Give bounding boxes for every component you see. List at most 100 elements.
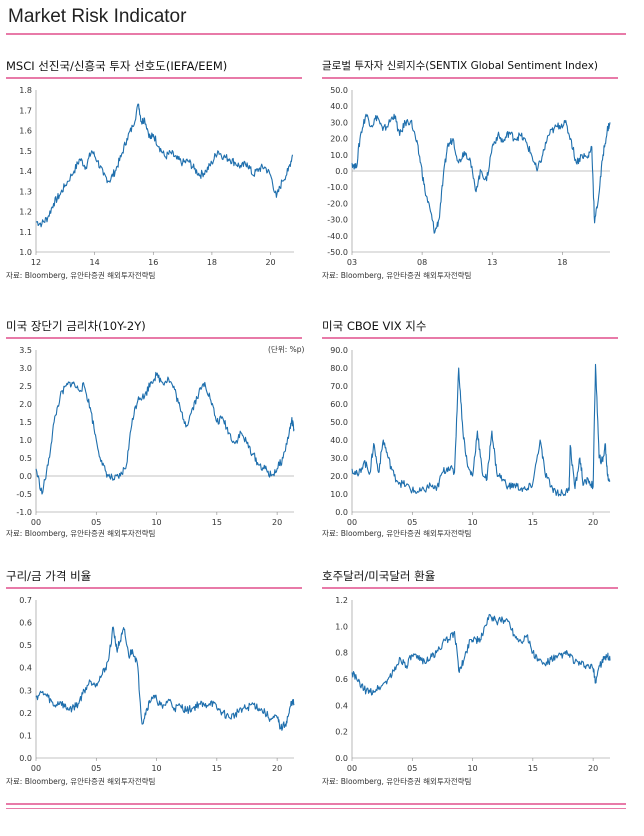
source-note: 자료: Bloomberg, 유안타증권 해외투자전략팀 — [322, 271, 472, 280]
x-tick-label: 15 — [212, 764, 222, 773]
x-tick-label: 20 — [272, 518, 282, 527]
chart-title-rule — [6, 587, 302, 589]
y-tick-label: 1.4 — [19, 167, 32, 176]
x-tick-label: 15 — [212, 518, 222, 527]
series-line — [351, 613, 611, 696]
x-tick-label: 00 — [347, 518, 357, 527]
x-tick-label: 10 — [467, 764, 477, 773]
x-tick-label: 05 — [91, 518, 101, 527]
y-tick-label: 0.3 — [19, 686, 32, 695]
y-tick-label: 1.6 — [19, 127, 32, 136]
y-tick-label: 0.1 — [19, 731, 32, 740]
y-tick-label: 1.8 — [19, 86, 32, 95]
y-tick-label: 0.8 — [335, 649, 348, 658]
chart-title-rule — [6, 337, 302, 339]
y-tick-label: 0.2 — [19, 709, 32, 718]
x-tick-label: 03 — [347, 258, 357, 267]
y-tick-label: 0.6 — [19, 619, 32, 628]
y-tick-label: 1.2 — [19, 208, 32, 217]
chart-copper-gold: 0.7 0.6 0.5 0.4 0.3 0.2 0.1 0.000 05 10 15 20 — [19, 596, 295, 773]
bottom-rule-2 — [6, 808, 626, 809]
y-tick-label: 0.4 — [19, 664, 32, 673]
x-tick-label: 00 — [31, 764, 41, 773]
page-title: Market Risk Indicator — [8, 6, 187, 27]
y-tick-label: -10.0 — [327, 183, 348, 192]
y-tick-label: 0.7 — [19, 596, 32, 605]
x-tick-label: 00 — [31, 518, 41, 527]
y-tick-label: -1.0 — [16, 508, 32, 517]
chart-title-rule — [322, 337, 618, 339]
y-tick-label: 50.0 — [330, 418, 348, 427]
chart-audusd: 1.2 1.0 0.8 0.6 0.4 0.2 0.000 05 10 15 20 — [335, 596, 611, 773]
x-tick-label: 05 — [407, 764, 417, 773]
y-tick-label: 2.0 — [19, 400, 32, 409]
chart-title: 글로벌 투자자 신뢰지수(SENTIX Global Sentiment Ind… — [322, 60, 599, 72]
y-tick-label: 0.0 — [335, 754, 348, 763]
y-tick-label: 1.7 — [19, 106, 32, 115]
y-tick-label: 40.0 — [330, 102, 348, 111]
x-tick-label: 12 — [31, 258, 41, 267]
y-tick-label: 1.3 — [19, 187, 32, 196]
x-tick-label: 15 — [528, 518, 538, 527]
y-tick-label: 30.0 — [330, 118, 348, 127]
y-tick-label: 80.0 — [330, 364, 348, 373]
chart-panel-msci: MSCI 선진국/신흥국 투자 선호도(IEFA/EEM) 1.8 1.7 1.6 1… — [6, 58, 306, 308]
y-tick-label: -20.0 — [327, 199, 348, 208]
y-tick-label: 3.5 — [19, 346, 32, 355]
y-tick-label: 50.0 — [330, 86, 348, 95]
x-tick-label: 18 — [557, 258, 567, 267]
x-tick-label: 15 — [528, 764, 538, 773]
y-tick-label: 3.0 — [19, 364, 32, 373]
x-tick-label: 00 — [347, 764, 357, 773]
y-tick-label: 0.0 — [19, 472, 32, 481]
y-tick-label: 40.0 — [330, 436, 348, 445]
chart-sentix: 50.0 40.0 30.0 20.0 10.0 0.0 -10.0 -20.0 -30.0 -4… — [327, 86, 611, 267]
chart-title: 미국 CBOE VIX 지수 — [322, 319, 427, 333]
x-tick-label: 13 — [487, 258, 497, 267]
chart-title-rule — [322, 77, 618, 79]
y-tick-label: 20.0 — [330, 135, 348, 144]
source-note: 자료: Bloomberg, 유안타증권 해외투자전략팀 — [6, 529, 156, 538]
series-line — [35, 626, 295, 731]
series-line — [35, 103, 294, 228]
chart-title: 호주달러/미국달러 환율 — [322, 569, 436, 583]
y-tick-label: 0.5 — [19, 641, 32, 650]
y-tick-label: -0.5 — [16, 490, 32, 499]
y-tick-label: 0.4 — [335, 701, 348, 710]
y-tick-label: 20.0 — [330, 472, 348, 481]
chart-title-rule — [6, 77, 302, 79]
y-tick-label: 30.0 — [330, 454, 348, 463]
chart-title-rule — [322, 587, 618, 589]
x-tick-label: 08 — [417, 258, 427, 267]
chart-title: MSCI 선진국/신흥국 투자 선호도(IEFA/EEM) — [6, 59, 228, 73]
title-rule — [6, 33, 626, 35]
y-tick-label: 1.0 — [335, 622, 348, 631]
chart-panel-vix: 미국 CBOE VIX 지수 90.0 80.0 70.0 60.0 50.0 40.0 3… — [322, 318, 622, 568]
y-tick-label: 60.0 — [330, 400, 348, 409]
x-tick-label: 10 — [151, 764, 161, 773]
source-note: 자료: Bloomberg, 유안타증권 해외투자전략팀 — [6, 271, 156, 280]
x-tick-label: 14 — [90, 258, 100, 267]
y-tick-label: 0.0 — [335, 508, 348, 517]
unit-label: (단위: %p) — [268, 345, 305, 354]
series-line — [351, 113, 611, 234]
chart-title: 구리/금 가격 비율 — [6, 569, 92, 583]
x-tick-label: 20 — [588, 518, 598, 527]
chart-vix: 90.080.070.060.050.040.030.020.010.00.00… — [330, 346, 611, 527]
source-note: 자료: Bloomberg, 유안타증권 해외투자전략팀 — [6, 777, 156, 786]
y-tick-label: 1.5 — [19, 147, 32, 156]
bottom-rule — [6, 803, 626, 805]
source-note: 자료: Bloomberg, 유안타증권 해외투자전략팀 — [322, 529, 472, 538]
chart-panel-spread: 미국 장단기 금리차(10Y-2Y) (단위: %p) 3.5 3.0 2.5 2.0… — [6, 318, 306, 568]
x-tick-label: 05 — [407, 518, 417, 527]
y-tick-label: 1.5 — [19, 418, 32, 427]
x-tick-label: 20 — [265, 258, 275, 267]
y-tick-label: 2.5 — [19, 382, 32, 391]
chart-spread: 3.5 3.0 2.5 2.0 1.5 1.0 0.5 0.0 -0.5 -1.000 05 10 15… — [16, 346, 295, 527]
y-tick-label: 10.0 — [330, 151, 348, 160]
y-tick-label: 1.0 — [19, 248, 32, 257]
source-note: 자료: Bloomberg, 유안타증권 해외투자전략팀 — [322, 777, 472, 786]
y-tick-label: 70.0 — [330, 382, 348, 391]
y-tick-label: 0.0 — [19, 754, 32, 763]
chart-panel-copper-gold: 구리/금 가격 비율 0.7 0.6 0.5 0.4 0.3 0.2 0.1 0.0 00 05 1… — [6, 568, 306, 818]
